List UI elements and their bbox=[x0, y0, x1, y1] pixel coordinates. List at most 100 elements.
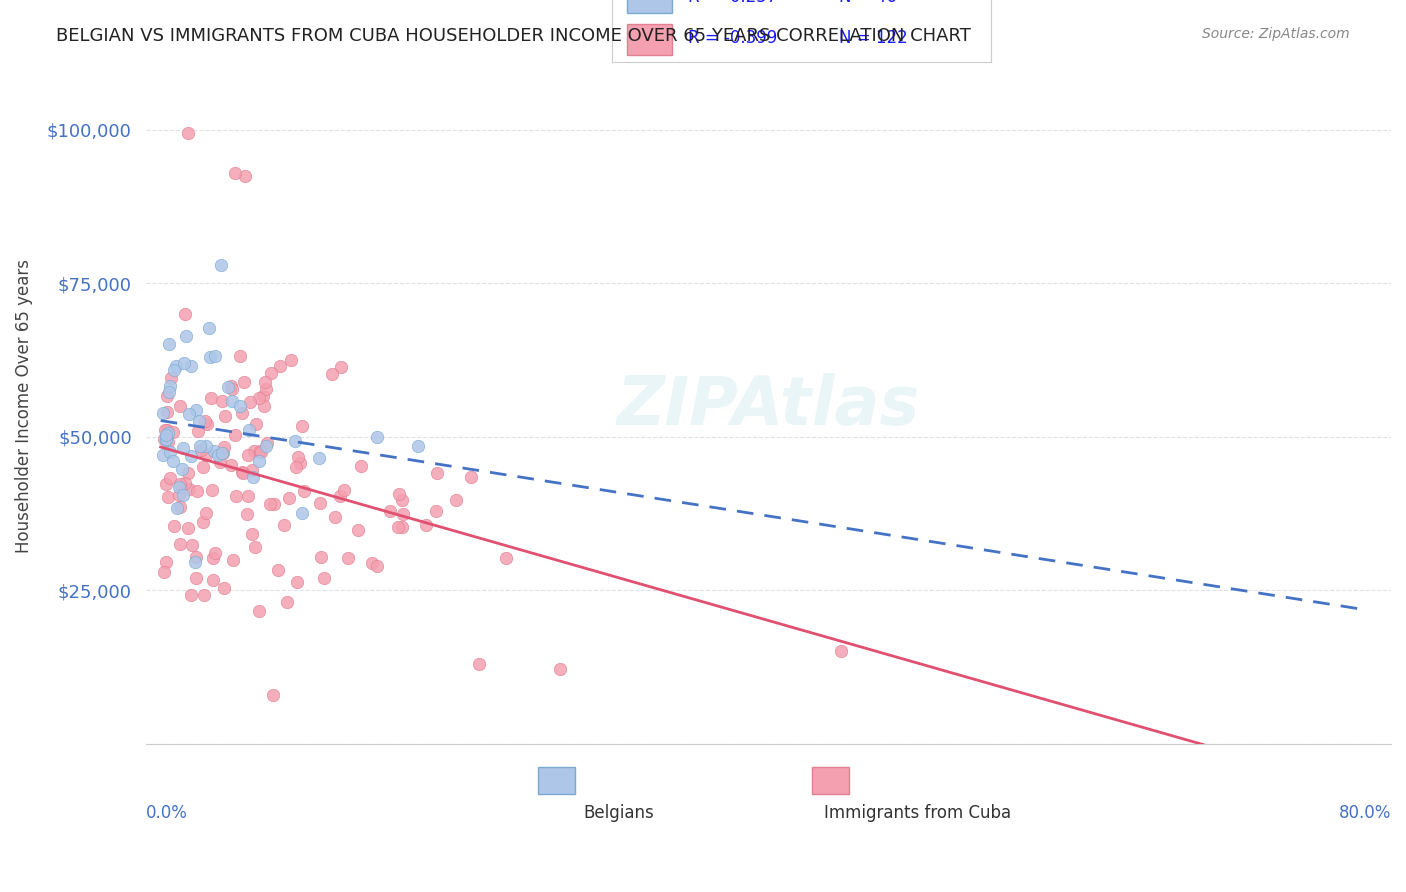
Text: Belgians: Belgians bbox=[583, 805, 654, 822]
Point bbox=[242, 470, 264, 484]
Point bbox=[292, 484, 315, 499]
Point bbox=[157, 384, 180, 399]
Point bbox=[177, 407, 200, 421]
Point bbox=[188, 439, 211, 453]
Point bbox=[212, 440, 235, 454]
Point bbox=[155, 476, 177, 491]
Point bbox=[236, 489, 259, 503]
Point bbox=[156, 405, 179, 419]
Point bbox=[217, 380, 239, 394]
Point bbox=[263, 498, 285, 512]
Point bbox=[233, 375, 256, 389]
Point bbox=[180, 588, 202, 602]
Point bbox=[349, 458, 371, 473]
FancyBboxPatch shape bbox=[627, 0, 672, 13]
Point bbox=[211, 394, 233, 409]
Point bbox=[200, 392, 222, 406]
Text: ZIPAtlas: ZIPAtlas bbox=[617, 373, 920, 439]
Y-axis label: Householder Income Over 65 years: Householder Income Over 65 years bbox=[15, 259, 32, 553]
Point bbox=[232, 466, 254, 480]
Point bbox=[186, 484, 208, 499]
Point bbox=[159, 337, 181, 351]
Point bbox=[254, 383, 277, 397]
Point bbox=[276, 595, 298, 609]
Point bbox=[366, 430, 388, 444]
Point bbox=[240, 526, 263, 541]
Point bbox=[284, 434, 307, 449]
Text: R = -0.257: R = -0.257 bbox=[688, 0, 776, 6]
Text: Immigrants from Cuba: Immigrants from Cuba bbox=[824, 805, 1011, 822]
Text: BELGIAN VS IMMIGRANTS FROM CUBA HOUSEHOLDER INCOME OVER 65 YEARS CORRELATION CHA: BELGIAN VS IMMIGRANTS FROM CUBA HOUSEHOL… bbox=[56, 27, 972, 45]
Point bbox=[229, 349, 252, 363]
Point bbox=[247, 392, 270, 406]
Point bbox=[361, 556, 384, 570]
Point bbox=[495, 551, 517, 566]
Point bbox=[180, 359, 202, 373]
Point bbox=[159, 445, 181, 459]
Text: 0.0%: 0.0% bbox=[146, 805, 187, 822]
Point bbox=[173, 356, 195, 370]
Point bbox=[156, 423, 179, 437]
Point bbox=[309, 496, 332, 510]
Point bbox=[830, 643, 852, 657]
Point bbox=[152, 406, 174, 420]
Point bbox=[184, 549, 207, 564]
Point bbox=[155, 433, 177, 447]
Point bbox=[207, 448, 229, 462]
Point bbox=[550, 662, 572, 676]
Point bbox=[221, 393, 243, 408]
Point bbox=[291, 507, 314, 521]
Point bbox=[249, 444, 271, 458]
Point bbox=[186, 403, 208, 417]
Point bbox=[212, 445, 235, 459]
Point bbox=[415, 518, 437, 533]
Point bbox=[288, 456, 311, 470]
Point bbox=[187, 425, 209, 439]
Point bbox=[273, 517, 295, 532]
Point bbox=[224, 166, 246, 180]
Point bbox=[467, 657, 489, 671]
Point bbox=[155, 434, 177, 448]
Text: N = 122: N = 122 bbox=[839, 29, 908, 47]
Point bbox=[187, 414, 209, 428]
Point bbox=[202, 573, 225, 587]
Point bbox=[165, 359, 187, 373]
Point bbox=[177, 467, 200, 481]
Point bbox=[225, 490, 247, 504]
Point bbox=[311, 549, 333, 564]
Point bbox=[204, 546, 226, 560]
Point bbox=[190, 442, 212, 457]
Point bbox=[162, 425, 184, 439]
Point bbox=[170, 462, 193, 476]
Point bbox=[180, 538, 202, 552]
Point bbox=[153, 423, 176, 437]
Point bbox=[366, 558, 388, 573]
Point bbox=[195, 439, 218, 453]
Point bbox=[193, 588, 215, 602]
Point bbox=[176, 126, 198, 140]
Point bbox=[156, 490, 179, 504]
Point bbox=[214, 409, 236, 423]
Point bbox=[233, 169, 256, 183]
Point bbox=[219, 458, 242, 472]
Point bbox=[262, 688, 284, 702]
Point bbox=[184, 555, 207, 569]
Point bbox=[191, 516, 214, 530]
Point bbox=[163, 519, 186, 533]
Point bbox=[176, 521, 198, 535]
Point bbox=[238, 423, 260, 437]
Point bbox=[426, 466, 449, 480]
Point bbox=[387, 520, 409, 534]
Point bbox=[212, 582, 235, 596]
Point bbox=[224, 428, 246, 442]
Point bbox=[337, 551, 360, 566]
Point bbox=[280, 353, 302, 368]
Point bbox=[333, 483, 356, 498]
Point bbox=[243, 444, 266, 458]
Point bbox=[236, 448, 259, 462]
Point bbox=[172, 488, 194, 502]
Point bbox=[391, 520, 413, 534]
Point bbox=[180, 449, 202, 463]
Point bbox=[162, 454, 184, 468]
Point bbox=[169, 400, 191, 414]
